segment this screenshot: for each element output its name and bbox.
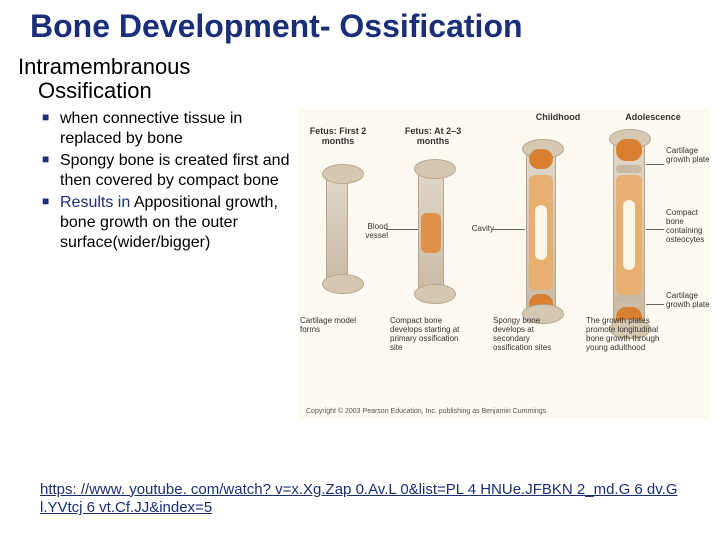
leader-line: [493, 229, 525, 230]
desc-compact-primary: Compact bone develops starting at primar…: [390, 317, 460, 352]
label-cartilage-plate-top: Cartilage growth plate: [666, 147, 714, 165]
youtube-link[interactable]: https: //www. youtube. com/watch? v=x.Xg…: [40, 481, 680, 519]
page-title: Bone Development- Ossification: [0, 0, 720, 45]
diagram-copyright: Copyright © 2003 Pearson Education, Inc.…: [306, 408, 546, 415]
cavity: [623, 200, 635, 270]
spongy-bottom: [529, 294, 553, 314]
subtitle-line2: Ossification: [18, 79, 720, 103]
growth-plate-top: [616, 165, 642, 173]
bone-stage-4: [613, 134, 645, 334]
leader-line: [646, 229, 664, 230]
spongy-top: [616, 139, 642, 161]
ossification-primary: [421, 213, 441, 253]
bullet-list: when connective tissue in replaced by bo…: [18, 109, 298, 419]
bone-stage-3: [526, 144, 556, 319]
leader-line: [386, 229, 418, 230]
bullet-text: when connective tissue in replaced by bo…: [60, 110, 242, 147]
bullet-highlight: Results in: [60, 194, 130, 211]
bullet-text: Spongy bone is created first and then co…: [60, 152, 289, 189]
subtitle: Intramembranous Ossification: [0, 45, 720, 103]
label-blood-vessel: Blood vessel: [356, 223, 388, 241]
leader-line: [646, 304, 664, 305]
list-item: Spongy bone is created first and then co…: [42, 151, 298, 191]
label-compact-bone: Compact bone containing osteocytes: [666, 209, 716, 244]
label-cartilage-plate-bottom: Cartilage growth plate: [666, 292, 714, 310]
list-item: Results in Appositional growth, bone gro…: [42, 193, 298, 253]
bone-diagram: Fetus: First 2 months Fetus: At 2–3 mont…: [298, 109, 710, 419]
spongy-top: [529, 149, 553, 169]
bone-stage-2: [418, 164, 444, 299]
subtitle-line1: Intramembranous: [18, 55, 720, 79]
stage-label-fetus2: Fetus: At 2–3 months: [398, 127, 468, 147]
stage-label-adolescence: Adolescence: [618, 113, 688, 123]
desc-spongy-secondary: Spongy bone develops at secondary ossifi…: [493, 317, 563, 352]
desc-growth-plates: The growth plates promote longitudinal b…: [586, 317, 666, 352]
bone-stage-1: [326, 169, 348, 289]
growth-plate-bottom: [616, 295, 642, 303]
desc-cartilage-model: Cartilage model forms: [300, 317, 358, 335]
leader-line: [646, 164, 664, 165]
label-cavity: Cavity: [466, 225, 494, 234]
content-row: when connective tissue in replaced by bo…: [0, 103, 720, 419]
stage-label-fetus1: Fetus: First 2 months: [303, 127, 373, 147]
cavity: [535, 205, 547, 260]
list-item: when connective tissue in replaced by bo…: [42, 109, 298, 149]
stage-label-childhood: Childhood: [523, 113, 593, 123]
